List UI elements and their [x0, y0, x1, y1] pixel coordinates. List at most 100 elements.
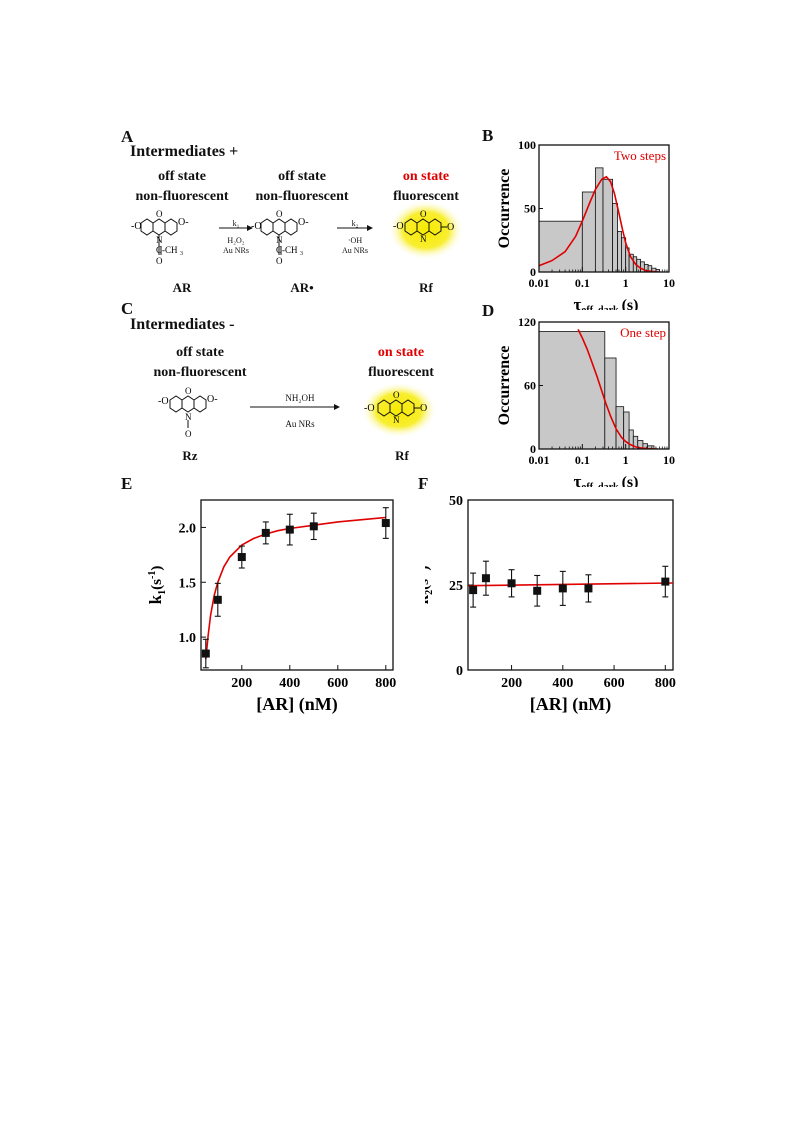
scheme-a-structures: -O O O- N C-CH 3 O -O O O- N C-CH 3 O -O… — [131, 200, 464, 266]
svg-text:-O: -O — [251, 221, 262, 232]
svg-text:O-: O- — [178, 217, 189, 228]
hist-bar-b-3 — [602, 178, 614, 272]
svg-text:-O: -O — [364, 403, 375, 414]
y-axis-label-f: k2(s-1) — [425, 566, 435, 605]
svg-text:-O: -O — [158, 396, 169, 407]
step-c-reagent: NH₂OH — [285, 393, 315, 403]
y-axis-label-d: Occurrence — [496, 346, 513, 426]
x-tick-label-b-2: 1 — [623, 276, 629, 290]
data-point-f-6 — [661, 565, 670, 598]
molecule-rf-label-a: Rf — [419, 280, 433, 295]
x-tick-label-d-3: 10 — [663, 453, 675, 467]
y-tick-label-e-0: 1.0 — [179, 631, 197, 646]
step1-rate: k₁ — [232, 219, 240, 228]
step2-rate: k₂ — [351, 219, 359, 228]
y-tick-label-e-1: 1.5 — [179, 576, 197, 591]
data-point-f-5 — [584, 574, 593, 603]
svg-text:O: O — [185, 429, 192, 439]
svg-text:O: O — [420, 209, 427, 219]
svg-text:O: O — [156, 256, 163, 266]
y-tick-label-d-2: 120 — [518, 315, 536, 329]
x-tick-label-e-3: 800 — [375, 676, 396, 691]
panel-label-e: E — [121, 474, 133, 493]
hist-bar-d-0 — [539, 331, 606, 449]
x-tick-label-b-1: 0.1 — [575, 276, 590, 290]
svg-text:N: N — [156, 235, 163, 245]
panel-c-heading: Intermediates - — [130, 316, 235, 333]
scatter-f: 200 400 600 800 0 25 50 [AR] (nM) k2(s-1) — [425, 494, 676, 715]
state-c2-bottom: fluorescent — [368, 365, 434, 380]
data-point-f-0 — [469, 572, 478, 608]
fluorescence-glow-a — [388, 200, 464, 260]
data-point-e-5 — [309, 512, 318, 541]
svg-text:N: N — [393, 415, 400, 425]
x-tick-label-e-1: 400 — [279, 676, 300, 691]
x-tick-label-e-2: 600 — [327, 676, 348, 691]
hist-bar-d-2 — [615, 406, 625, 449]
hist-bar-d-1 — [604, 357, 617, 449]
svg-text:3: 3 — [300, 251, 303, 257]
x-axis-label-e: [AR] (nM) — [256, 694, 337, 715]
y-axis-label-e: k1(s-1) — [146, 566, 168, 605]
y-tick-label-d-1: 60 — [524, 379, 536, 393]
svg-text:O: O — [420, 403, 427, 414]
molecule-ar-label: AR — [172, 280, 192, 295]
rz-structure — [169, 395, 207, 428]
state-a3-top: on state — [402, 169, 450, 184]
annotation-b: Two steps — [614, 148, 666, 163]
svg-text:O: O — [156, 209, 163, 219]
x-tick-label-b-3: 10 — [663, 276, 675, 290]
scheme-c-structures: -O O O- N O -O O N O — [158, 382, 437, 439]
svg-text:O: O — [447, 222, 454, 233]
panel-label-a: A — [121, 127, 134, 146]
annotation-d: One step — [620, 325, 666, 340]
step1-catalyst: Au NRs — [222, 246, 249, 255]
x-tick-label-f-0: 200 — [501, 676, 522, 691]
svg-text:3: 3 — [180, 251, 183, 257]
data-point-f-3 — [533, 574, 542, 607]
panel-label-f: F — [418, 474, 429, 493]
state-a2-top: off state — [278, 169, 326, 184]
fit-curve-b — [539, 175, 660, 272]
data-point-e-4 — [285, 513, 294, 546]
y-axis-label-b: Occurrence — [496, 169, 513, 249]
svg-text:N: N — [185, 412, 192, 422]
x-axis-label-d: τoff, dark(s) — [574, 472, 639, 487]
y-tick-label-d-0: 0 — [530, 442, 536, 456]
step1-reagent: H₂O₂ — [227, 236, 245, 245]
fit-curve-e — [205, 516, 386, 660]
fluorescence-glow-c — [361, 382, 437, 438]
svg-text:O-: O- — [207, 394, 218, 405]
x-tick-label-d-0: 0.01 — [529, 453, 550, 467]
data-point-e-3 — [261, 521, 270, 545]
panel-label-d: D — [482, 301, 495, 320]
data-point-f-1 — [481, 560, 490, 596]
histogram-b: 0.010.1110050100Occurrenceτoff, dark(s)T… — [496, 138, 675, 310]
svg-text:C-CH: C-CH — [276, 245, 298, 255]
x-tick-label-f-2: 600 — [604, 676, 625, 691]
ar-radical-structure — [260, 218, 298, 255]
y-tick-label-f-0: 0 — [456, 664, 463, 679]
svg-text:-O: -O — [131, 221, 142, 232]
molecule-ar-radical-label: AR• — [290, 280, 314, 295]
data-point-f-4 — [558, 570, 567, 606]
svg-text:N: N — [420, 234, 427, 244]
plot-frame-e — [200, 499, 394, 671]
svg-text:C-CH: C-CH — [156, 245, 178, 255]
x-tick-label-b-0: 0.01 — [529, 276, 550, 290]
x-tick-label-e-0: 200 — [231, 676, 252, 691]
y-tick-label-e-2: 2.0 — [179, 521, 197, 536]
y-tick-label-b-0: 0 — [530, 265, 536, 279]
molecule-rz-label: Rz — [182, 448, 198, 463]
state-a1-bottom: non-fluorescent — [135, 189, 229, 204]
data-point-e-0 — [201, 638, 210, 669]
state-c2-top: on state — [377, 345, 425, 360]
svg-text:N: N — [276, 235, 283, 245]
panel-label-c: C — [121, 299, 134, 318]
data-point-e-2 — [237, 545, 246, 569]
data-point-f-2 — [507, 569, 516, 598]
step2-reagent: ·OH — [347, 236, 363, 245]
fit-curve-d — [577, 329, 658, 449]
y-tick-label-f-2: 50 — [449, 494, 463, 509]
x-tick-label-f-1: 400 — [552, 676, 573, 691]
